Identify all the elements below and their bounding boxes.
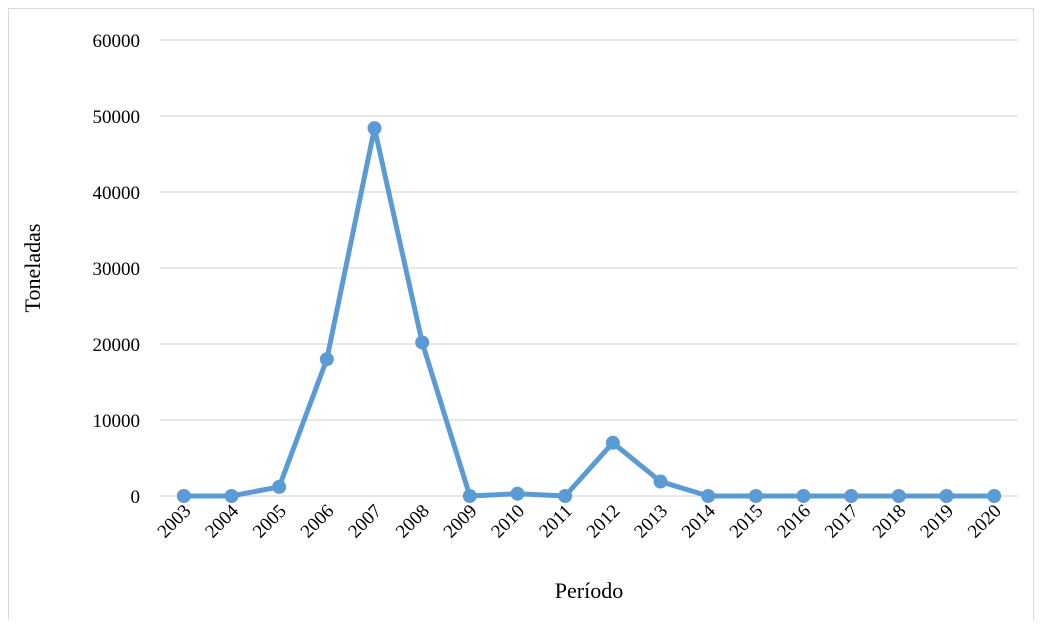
y-tick-label: 50000 (93, 107, 141, 128)
x-tick-label-2008: 2008 (392, 501, 434, 543)
y-tick-label: 40000 (93, 183, 141, 204)
data-point-2013 (653, 474, 668, 489)
x-tick-label-2010: 2010 (487, 501, 529, 543)
x-tick-label-2009: 2009 (440, 501, 482, 543)
x-tick-label-2003: 2003 (154, 501, 196, 543)
data-point-2011 (558, 489, 573, 503)
data-point-2014 (701, 489, 716, 503)
data-point-2009 (462, 489, 477, 503)
x-tick-label-2019: 2019 (916, 501, 958, 543)
data-point-2016 (796, 489, 811, 503)
series-layer (176, 121, 1002, 503)
chart-frame (8, 8, 1034, 620)
data-point-2006 (319, 352, 334, 367)
data-point-2012 (605, 435, 620, 450)
x-tick-label-2020: 2020 (964, 501, 1006, 543)
y-tick-labels: 0 10000 20000 30000 40000 50000 60000 (93, 31, 141, 508)
x-tick-label-2012: 2012 (583, 501, 625, 543)
y-tick-label: 10000 (93, 411, 141, 432)
x-tick-label-2011: 2011 (535, 501, 576, 542)
data-point-2007 (367, 121, 382, 136)
data-point-2017 (844, 489, 859, 503)
y-tick-label: 0 (131, 487, 141, 508)
x-tick-label-2005: 2005 (249, 501, 291, 543)
y-axis-title: Toneladas (20, 224, 45, 313)
y-tick-label: 20000 (93, 335, 141, 356)
x-tick-labels: 2003 2004 2005 2006 2007 2008 2009 2010 2011 2012… (154, 500, 1006, 542)
data-point-2004 (224, 489, 239, 503)
data-point-2010 (510, 486, 525, 501)
series-line (181, 125, 997, 499)
data-point-2020 (987, 489, 1002, 503)
data-point-2005 (272, 479, 287, 494)
x-tick-label-2015: 2015 (726, 501, 768, 543)
data-point-2015 (748, 489, 763, 503)
data-point-2008 (415, 335, 430, 350)
y-tick-label: 30000 (93, 259, 141, 280)
data-point-2019 (939, 489, 954, 503)
gridlines (160, 39, 1018, 497)
x-tick-label-2004: 2004 (201, 500, 243, 542)
y-tick-label: 60000 (93, 31, 141, 52)
x-tick-label-2016: 2016 (773, 501, 815, 543)
x-tick-label-2017: 2017 (821, 501, 863, 543)
x-tick-label-2013: 2013 (630, 501, 672, 543)
x-tick-label-2007: 2007 (344, 501, 386, 543)
data-point-2003 (176, 489, 191, 503)
data-point-2018 (891, 489, 906, 503)
x-tick-label-2014: 2014 (678, 500, 720, 542)
x-axis-title: Período (555, 578, 623, 603)
x-tick-label-2006: 2006 (297, 501, 339, 543)
x-tick-label-2018: 2018 (869, 501, 911, 543)
